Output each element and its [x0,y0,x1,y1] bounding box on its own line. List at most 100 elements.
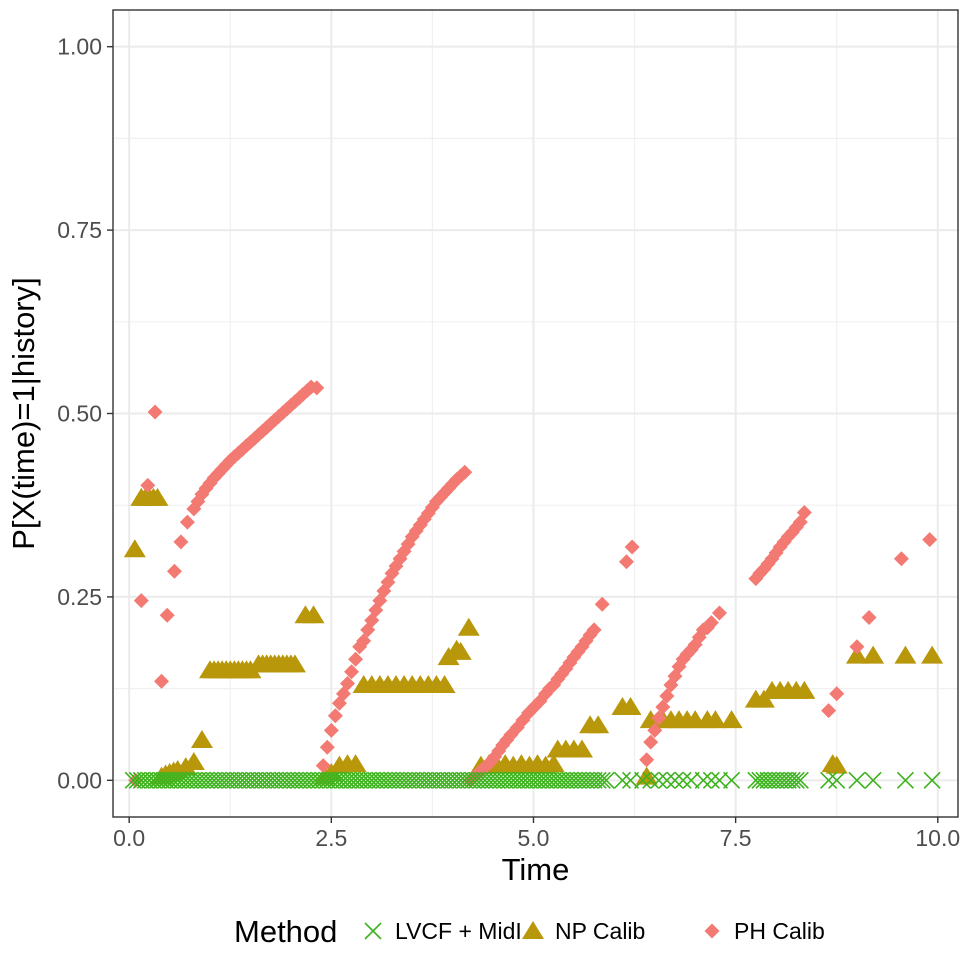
data-point [751,771,769,789]
data-point [845,645,868,664]
y-tick-label: 0.50 [57,401,102,427]
data-point [302,771,320,789]
data-point [520,771,539,789]
data-point [154,673,170,689]
data-point [185,771,203,789]
data-point [545,771,563,789]
data-point [634,771,652,789]
data-point [286,771,304,789]
data-point [319,739,335,755]
data-point [173,771,191,789]
data-point [472,771,490,789]
data-point [755,771,773,789]
data-point [589,771,607,789]
data-point [775,771,793,789]
data-point [532,771,551,789]
data-point [290,771,308,789]
data-point [147,404,163,420]
data-point [783,771,801,789]
data-point [861,609,877,625]
data-point [828,771,846,789]
data-point [440,771,458,789]
data-point [132,771,150,789]
data-point [624,539,640,555]
data-point [457,464,473,480]
data-point [587,715,610,734]
data-point [862,645,885,664]
data-point [922,532,938,548]
data-point [586,622,602,638]
data-point [323,722,339,738]
data-point [619,696,642,715]
data-point [508,771,526,789]
data-point [549,771,567,789]
data-point [694,771,712,789]
axes: 0.0 2.5 5.0 7.5 10.0 0.00 0.25 0.50 0.75 1.00 [57,34,960,851]
data-point [553,771,571,789]
data-point [893,551,909,567]
data-point [173,534,189,550]
data-point [395,771,413,789]
data-point [282,771,300,789]
data-point [124,771,142,789]
data-point [123,539,146,558]
data-point [456,771,474,789]
data-point [484,771,502,789]
data-point [334,771,353,789]
data-point [666,771,684,789]
data-point [452,771,470,789]
data-point [779,771,797,789]
data-point [274,771,292,789]
data-point [416,511,432,527]
legend-key-x [364,922,382,940]
data-point [512,771,530,789]
series-lvcf-midi [124,771,941,789]
data-point [464,771,482,789]
data-point [179,514,195,530]
data-point [159,607,175,623]
data-point [444,771,462,789]
series-ph-calib [128,379,938,788]
data-point [492,771,510,789]
data-point [674,771,692,789]
data-point [407,771,425,789]
data-point [262,771,280,789]
data-point [597,771,615,789]
x-tick-label: 2.5 [315,825,347,851]
data-point [387,771,405,789]
data-point [189,771,207,789]
data-point [650,771,668,789]
data-point [190,729,213,748]
data-point [309,380,325,396]
data-point [193,771,211,789]
legend-label: LVCF + MidI [395,918,522,944]
data-point [557,771,575,789]
data-point [651,710,667,726]
data-point [561,771,579,789]
legend-key-triangle [522,921,544,939]
data-point [182,751,205,770]
legend-label: PH Calib [734,918,825,944]
y-tick-label: 0.25 [57,584,102,610]
data-point [322,771,340,789]
data-point [682,771,700,789]
data-point [348,651,364,667]
y-tick-label: 0.75 [57,217,102,243]
data-point [177,771,195,789]
data-point [821,703,837,719]
data-point [921,645,944,664]
data-point [433,674,456,693]
data-point [528,771,547,789]
data-point [594,596,610,612]
data-point [344,754,367,773]
data-point [411,771,429,789]
data-point [152,771,171,789]
data-point [894,645,917,664]
data-point [156,771,175,789]
data-point [140,771,158,789]
data-point [896,771,915,789]
data-point [747,771,765,789]
